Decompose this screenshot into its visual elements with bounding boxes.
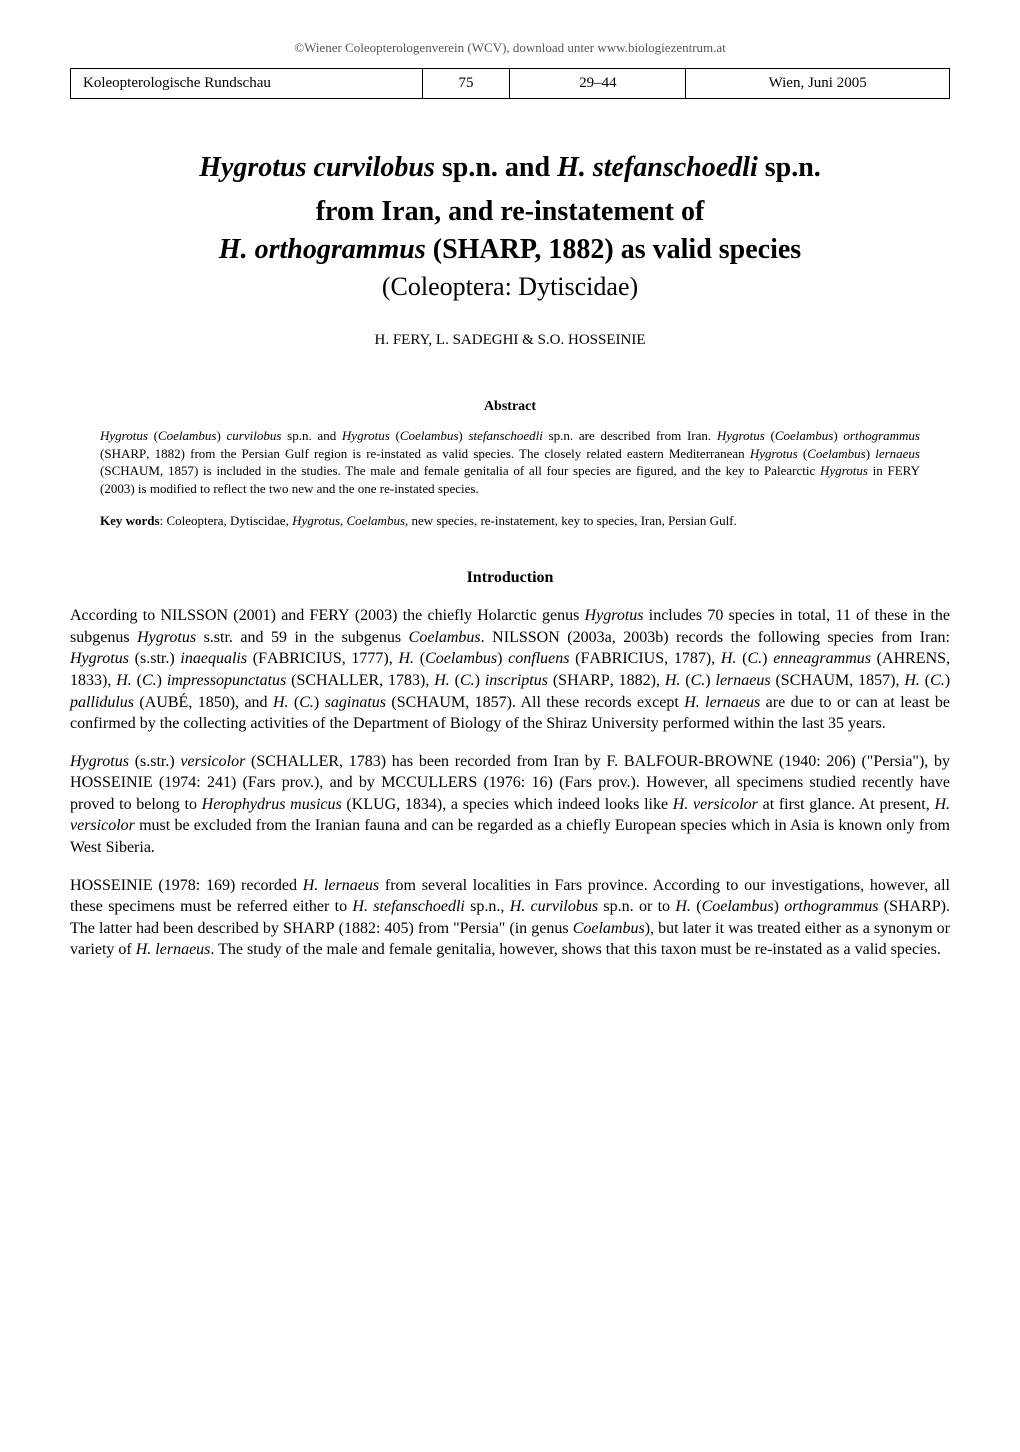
title-text: , 1882) as valid species (534, 234, 801, 265)
keywords-text: : Coleoptera, Dytiscidae, Hygrotus, Coel… (160, 513, 737, 528)
title-text: sp.n. and (435, 152, 557, 183)
title-text: sp.n. (758, 152, 821, 183)
paper-title-line2: from Iran, and re-instatement of (70, 193, 950, 231)
title-author-smallcaps: HARP (458, 234, 535, 265)
journal-header-table: Koleopterologische Rundschau 75 29–44 Wi… (70, 68, 950, 99)
journal-pages-cell: 29–44 (510, 69, 686, 99)
title-species2: H. stefanschoedli (557, 152, 758, 183)
paper-title-line3: H. orthogrammus (SHARP, 1882) as valid s… (70, 231, 950, 269)
table-row: Koleopterologische Rundschau 75 29–44 Wi… (71, 69, 950, 99)
intro-paragraph-3: HOSSEINIE (1978: 169) recorded H. lernae… (70, 875, 950, 961)
introduction-heading: Introduction (70, 569, 950, 587)
paper-title-line1: Hygrotus curvilobus sp.n. and H. stefans… (70, 149, 950, 187)
abstract-heading: Abstract (70, 399, 950, 415)
authors-line: H. FERY, L. SADEGHI & S.O. HOSSEINIE (70, 332, 950, 349)
intro-paragraph-1: According to NILSSON (2001) and FERY (20… (70, 605, 950, 735)
paper-title-line4: (Coleoptera: Dytiscidae) (70, 272, 950, 302)
title-species3: H. orthogrammus (219, 234, 426, 265)
journal-issue-cell: Wien, Juni 2005 (686, 69, 950, 99)
title-species1: Hygrotus curvilobus (199, 152, 435, 183)
keywords-block: Key words: Coleoptera, Dytiscidae, Hygro… (100, 512, 920, 530)
keywords-label: Key words (100, 513, 160, 528)
abstract-body: Hygrotus (Coelambus) curvilobus sp.n. an… (100, 427, 920, 497)
title-text: (S (426, 234, 458, 265)
journal-name-cell: Koleopterologische Rundschau (71, 69, 423, 99)
journal-volume-cell: 75 (422, 69, 510, 99)
copyright-header: ©Wiener Coleopterologenverein (WCV), dow… (70, 40, 950, 56)
intro-paragraph-2: Hygrotus (s.str.) versicolor (SCHALLER, … (70, 751, 950, 859)
